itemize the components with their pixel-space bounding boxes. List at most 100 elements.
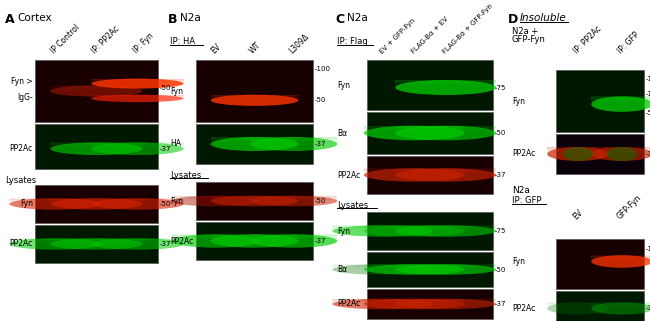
Bar	[592, 99, 650, 100]
Bar	[364, 132, 465, 133]
Text: -100: -100	[646, 91, 650, 97]
Bar	[211, 199, 298, 200]
Bar	[51, 148, 142, 149]
Bar	[592, 305, 650, 306]
Text: IP: GFP: IP: GFP	[616, 30, 641, 55]
Bar	[547, 152, 609, 153]
Text: Bα: Bα	[337, 128, 347, 137]
Bar	[364, 266, 465, 267]
Bar	[92, 144, 183, 145]
Bar	[332, 267, 433, 268]
Bar	[332, 230, 433, 231]
Text: -150: -150	[646, 76, 650, 82]
Ellipse shape	[332, 264, 433, 275]
Text: Fyn: Fyn	[170, 196, 183, 205]
Bar	[395, 128, 496, 129]
Bar	[211, 200, 298, 201]
Bar	[395, 230, 496, 231]
Text: Lysates: Lysates	[5, 176, 36, 185]
Bar	[364, 229, 465, 230]
Bar	[395, 300, 496, 301]
Bar	[92, 239, 183, 240]
Bar	[547, 152, 609, 153]
Bar	[51, 147, 142, 148]
Bar	[250, 140, 337, 141]
Bar	[92, 242, 183, 243]
Bar	[364, 264, 465, 265]
Text: Bα: Bα	[337, 265, 347, 274]
Bar	[364, 303, 465, 304]
Bar	[592, 257, 650, 258]
Bar	[592, 256, 650, 257]
Bar	[556, 134, 644, 174]
Text: IP: Fyn: IP: Fyn	[131, 31, 155, 55]
Bar	[92, 202, 183, 203]
Bar	[547, 303, 609, 304]
Bar	[364, 226, 465, 227]
Bar	[250, 240, 337, 241]
Bar	[211, 235, 298, 236]
Text: -37: -37	[160, 146, 172, 152]
Bar	[395, 172, 496, 173]
Bar	[9, 240, 101, 241]
Bar	[547, 147, 609, 148]
Bar	[92, 199, 183, 200]
Bar	[211, 95, 298, 96]
Text: EV: EV	[571, 208, 585, 221]
Text: Fyn: Fyn	[337, 81, 350, 90]
Bar	[172, 239, 259, 240]
Bar	[592, 306, 650, 307]
Bar	[332, 228, 433, 229]
Bar	[9, 201, 101, 202]
Bar	[211, 236, 298, 237]
Bar	[250, 236, 337, 237]
Bar	[592, 102, 650, 103]
Bar	[364, 126, 465, 127]
Bar	[395, 228, 496, 229]
Bar	[395, 267, 496, 268]
Bar	[250, 199, 337, 200]
Bar	[395, 87, 496, 88]
Text: -37: -37	[495, 172, 506, 178]
Text: Fyn: Fyn	[170, 86, 183, 96]
Bar	[364, 170, 465, 171]
Bar	[172, 198, 259, 199]
Bar	[211, 141, 298, 142]
Text: A: A	[5, 13, 14, 26]
Bar	[211, 98, 298, 99]
Text: IP Control: IP Control	[49, 22, 82, 55]
Bar	[211, 239, 298, 240]
Text: -37: -37	[495, 301, 506, 307]
Bar	[332, 225, 433, 226]
Bar	[395, 172, 496, 173]
Bar	[395, 129, 496, 130]
Bar	[592, 260, 650, 261]
Bar	[364, 127, 465, 128]
Bar	[92, 81, 183, 82]
Bar	[51, 203, 142, 204]
Text: PP2Ac: PP2Ac	[10, 239, 33, 248]
Bar	[395, 129, 496, 130]
Bar	[364, 169, 465, 170]
Bar	[211, 240, 298, 241]
Ellipse shape	[250, 196, 337, 206]
Bar	[92, 203, 183, 204]
Bar	[592, 306, 650, 307]
Bar	[395, 264, 496, 265]
Bar	[364, 265, 465, 266]
Bar	[592, 307, 650, 308]
Bar	[592, 307, 650, 308]
Bar	[9, 241, 101, 242]
Bar	[395, 173, 496, 174]
Bar	[51, 200, 142, 201]
Bar	[51, 202, 142, 203]
Bar	[367, 289, 493, 319]
Bar	[395, 171, 496, 172]
Bar	[395, 302, 496, 303]
Bar	[592, 261, 650, 262]
Bar	[367, 112, 493, 154]
Bar	[92, 241, 183, 242]
Bar	[9, 201, 101, 202]
Bar	[592, 147, 650, 148]
Bar	[592, 255, 650, 256]
